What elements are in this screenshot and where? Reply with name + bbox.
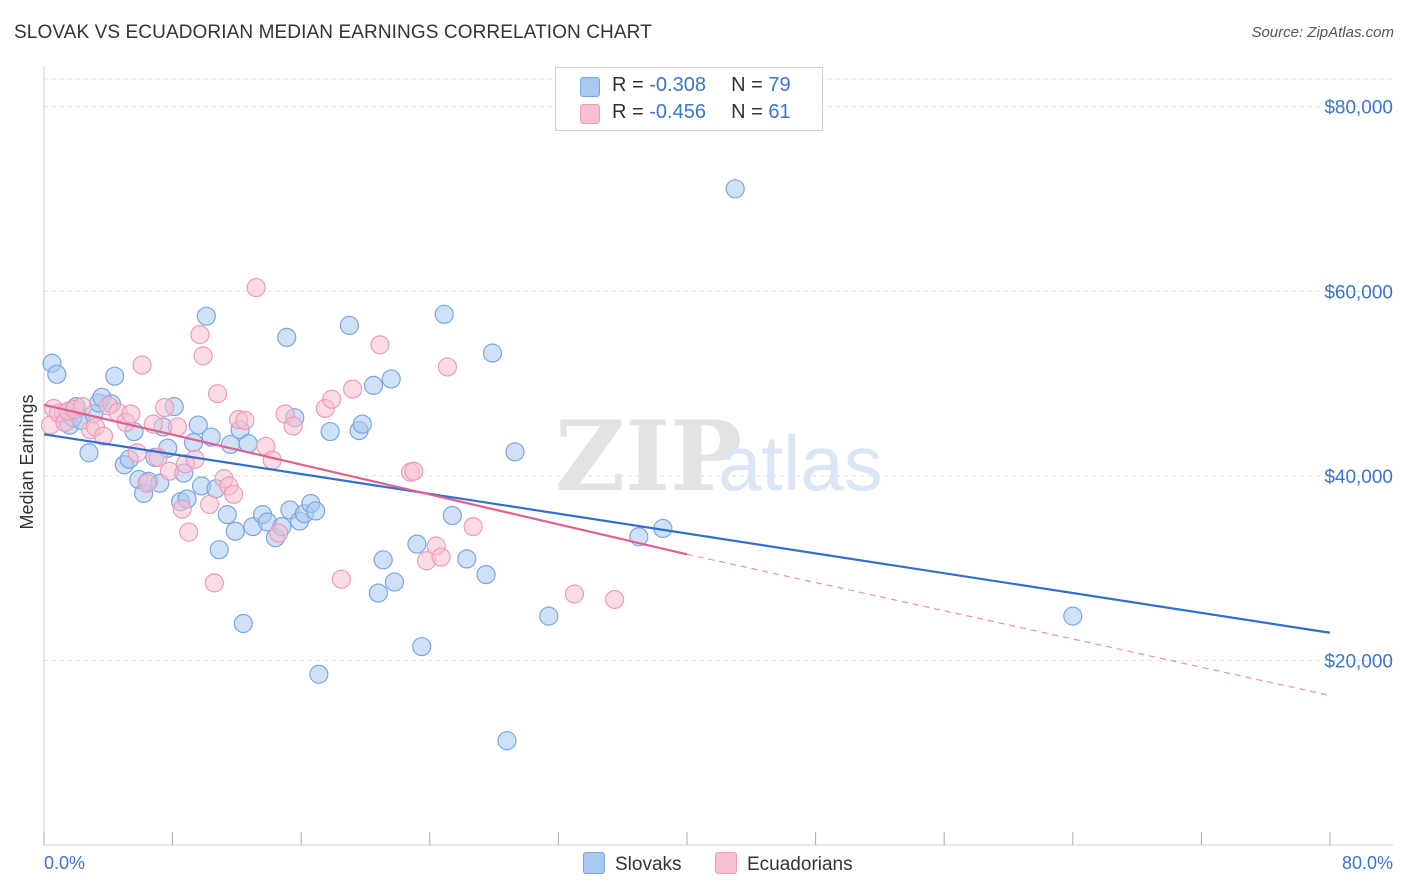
slovak-point [434,304,454,324]
ecuadorian-point [404,461,424,481]
ecuadorian-point [322,389,342,409]
slovak-point [384,572,405,592]
slovak-point [476,564,496,585]
ecuadorians-r-value: -0.456 [649,101,706,123]
ecuadorian-point [190,325,210,345]
slovak-point [539,606,559,626]
ecuadorian-point [564,584,585,604]
chart-title: SLOVAK VS ECUADORIAN MEDIAN EARNINGS COR… [14,22,652,43]
slovak-point [209,540,229,560]
slovak-point [363,375,384,395]
ecuadorians-trend-line [43,403,688,556]
slovak-point [1063,606,1083,626]
ecuadorians-trend-extrapolation [686,553,1331,697]
ecuadorian-point [463,517,483,537]
ecuadorian-point [127,443,147,463]
slovak-point [497,731,517,751]
x-tick-label-max: 80.0% [1342,853,1393,873]
y-tick-label: $60,000 [1324,282,1393,303]
slovaks-r-label: R = [612,74,650,96]
bottom-ecuadorians-label: Ecuadorians [747,854,853,875]
slovak-point [47,364,67,384]
slovak-point [442,505,462,526]
ecuadorian-point [283,416,303,436]
ecuadorian-point [437,357,458,377]
slovak-point [225,521,245,541]
ecuadorian-point [154,397,175,418]
slovak-point [309,664,329,684]
ecuadorian-point [370,335,390,355]
ecuadorian-point [72,397,93,417]
ecuadorian-point [204,573,224,593]
slovak-point [277,327,297,348]
slovak-point [233,613,253,634]
ecuadorian-point [224,484,244,504]
slovak-point [105,366,125,386]
ecuadorian-point [121,404,141,424]
ecuadorian-point [199,494,220,515]
slovaks-n-value: 79 [768,74,791,96]
slovak-point [320,421,340,442]
ecuadorians-points [40,277,625,610]
correlation-legend: R = -0.308 N = 79 R = -0.456 N = 61 [555,67,823,131]
watermark-zip: ZIP [555,400,742,513]
ecuadorians-n-value: 61 [768,101,791,123]
ecuadorian-point [235,410,255,431]
ecuadorians-r-label: R = [612,101,650,123]
slovak-point [339,315,360,336]
ecuadorian-point [93,426,114,446]
ecuadorian-point [179,522,199,542]
ecuadorian-point [246,277,266,298]
source-label: Source: ZipAtlas.com [1251,24,1394,41]
bottom-ecuadorians-swatch [715,852,737,874]
ecuadorian-point [431,547,451,567]
slovak-point [352,414,372,434]
slovak-point [79,443,99,463]
ecuadorian-point [331,569,351,589]
slovak-point [505,442,525,462]
y-tick-label: $80,000 [1324,98,1393,119]
bottom-legend-slovaks: Slovaks [583,852,682,876]
slovak-point [407,534,427,554]
slovaks-trend-line [43,433,1331,634]
y-axis-title: Median Earnings [17,394,37,529]
slovak-point [368,583,388,603]
ecuadorian-point [605,589,625,610]
y-tick-label: $20,000 [1324,651,1393,672]
bottom-legend-ecuadorians: Ecuadorians [715,852,853,876]
ecuadorian-point [343,379,363,399]
bottom-slovaks-swatch [583,852,605,874]
ecuadorian-point [269,523,289,543]
ecuadorian-point [137,473,157,493]
ecuadorian-point [208,384,228,404]
ecuadorian-point [172,499,192,519]
slovak-point [217,505,237,525]
slovak-point [457,549,477,569]
slovak-point [381,369,401,389]
x-tick-label-min: 0.0% [44,853,85,873]
slovak-point [196,306,216,326]
ecuadorian-point [132,355,152,375]
bottom-slovaks-label: Slovaks [615,854,682,875]
slovak-point [188,415,208,435]
slovak-point [306,501,326,521]
slovaks-n-label: N = [731,74,769,96]
ecuadorian-point [193,346,213,366]
y-tick-label: $40,000 [1324,467,1393,488]
slovak-point [183,433,204,453]
slovak-point [725,179,745,199]
slovak-point [373,550,393,570]
slovak-point [412,636,432,657]
slovaks-swatch [580,77,600,97]
ecuadorians-swatch [580,104,600,124]
watermark-atlas: atlas [718,419,883,507]
ecuadorians-n-label: N = [731,101,769,123]
slovaks-r-value: -0.308 [649,74,706,96]
slovak-point [482,343,503,363]
ecuadorian-point [159,461,179,481]
